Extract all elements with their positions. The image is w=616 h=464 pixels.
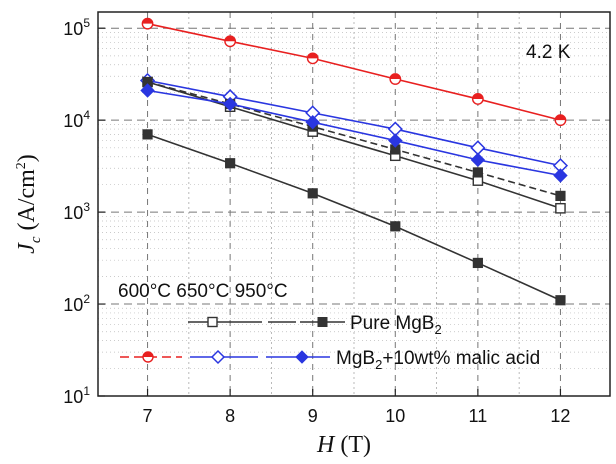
temperature-annotation: 4.2 K [526, 42, 571, 63]
data-point-s950-pure [390, 221, 401, 232]
data-point-s950-pure [142, 129, 153, 140]
marker-half-circle-fill [307, 53, 318, 59]
data-point-s600-malic [553, 168, 568, 183]
series-s950-malic [141, 17, 567, 127]
plot-border [97, 11, 611, 397]
legend-marker-filled-square [317, 317, 328, 327]
x-axis-title: H (T) [316, 432, 371, 458]
x-tick-label: 10 [385, 406, 405, 426]
series-line-s950-malic [147, 22, 561, 121]
legend-label-malic: MgB2+10wt% malic acid [336, 348, 540, 372]
marker-half-circle-fill [390, 73, 401, 80]
data-point-s950-malic [554, 114, 567, 127]
x-tick-label: 8 [225, 406, 235, 426]
data-point-s600-pure [555, 202, 566, 214]
series-line-s650-malic [147, 79, 561, 167]
x-tick-label: 12 [550, 406, 570, 426]
series-s950-pure [142, 129, 566, 306]
y-tick-label: 101 [63, 384, 90, 407]
x-tick-label: 7 [143, 406, 153, 426]
legend-half-circle-fill [143, 352, 153, 357]
legend-marker-open-diamond [210, 349, 226, 365]
x-tick-label: 11 [469, 406, 488, 426]
x-tick-label: 9 [308, 406, 318, 426]
marker-half-circle-fill [555, 114, 566, 121]
data-point-s950-malic [471, 93, 484, 105]
marker-half-circle-fill [142, 18, 153, 24]
series-s600-malic [140, 83, 568, 183]
series-layer [139, 17, 569, 306]
data-point-s600-malic [222, 96, 238, 112]
y-tick-label: 104 [63, 108, 90, 131]
legend-marker-half-circle [142, 351, 154, 363]
data-point-s950-malic [141, 17, 154, 30]
y-tick-label: 102 [63, 292, 90, 315]
data-point-s950-malic [389, 73, 402, 85]
y-tick-label: 105 [63, 16, 90, 39]
data-point-s950-malic [224, 35, 237, 48]
series-line-s650-pure [147, 81, 561, 197]
data-point-s950-malic [306, 52, 319, 65]
data-point-s950-pure [472, 257, 483, 269]
y-tick-label: 103 [63, 200, 90, 223]
marker-half-circle-fill [472, 93, 484, 99]
data-point-s600-malic [470, 152, 486, 168]
marker-half-circle-fill [224, 36, 236, 42]
y-axis-title: Jc (A/cm2) [14, 154, 44, 254]
legend-marker-filled-diamond [295, 350, 309, 364]
legend-label-pure: Pure MgB2 [350, 313, 442, 337]
legend-row-malic: MgB2+10wt% malic acid [120, 348, 540, 372]
series-line-s600-pure [147, 81, 561, 210]
legend-row-pure: Pure MgB2 [188, 313, 442, 337]
series-line-s600-malic [147, 89, 561, 177]
data-point-s950-pure [307, 188, 318, 199]
series-line-s950-pure [147, 133, 561, 301]
data-point-s650-pure [472, 167, 483, 178]
data-point-s950-pure [225, 158, 236, 169]
data-point-s950-pure [555, 295, 566, 306]
data-point-s600-malic [140, 83, 155, 98]
data-point-s650-pure [555, 190, 566, 202]
grid-layer [98, 12, 610, 397]
data-point-s650-malic [470, 140, 486, 156]
data-point-s600-malic [388, 133, 403, 148]
data-point-s600-malic [305, 114, 320, 130]
legend-marker-open-square [207, 316, 218, 328]
legend: 600°C 650°C 950°C Pure MgB2 MgB2+10wt% mal… [118, 281, 540, 372]
legend-header: 600°C 650°C 950°C [118, 281, 288, 302]
plot-frame [97, 11, 611, 397]
series-s650-malic [139, 72, 569, 174]
